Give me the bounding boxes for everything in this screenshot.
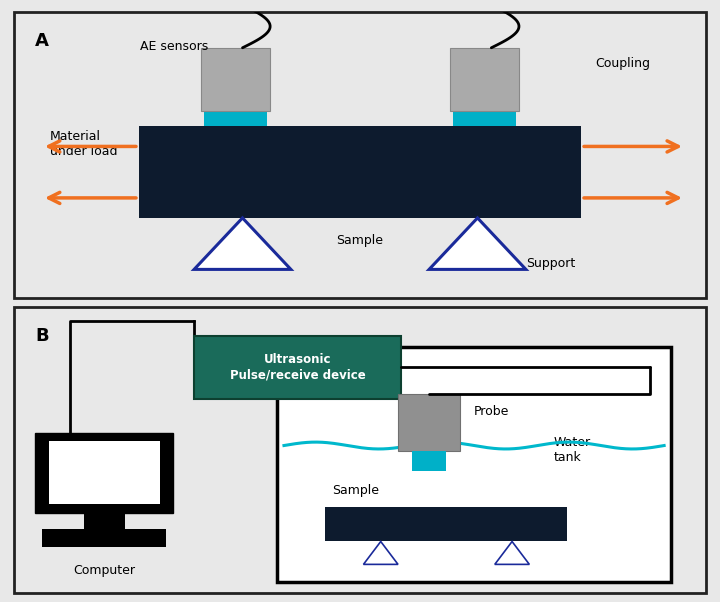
Bar — [277, 347, 671, 582]
Text: Coupling: Coupling — [595, 57, 650, 70]
Bar — [398, 394, 460, 452]
Bar — [325, 507, 567, 542]
Polygon shape — [194, 218, 291, 270]
Bar — [194, 335, 402, 399]
Text: A: A — [35, 32, 49, 50]
Bar — [204, 111, 266, 126]
Text: B: B — [35, 327, 49, 345]
Text: AE sensors: AE sensors — [140, 40, 208, 53]
Bar — [42, 529, 166, 547]
Bar — [49, 441, 160, 504]
Text: Probe: Probe — [474, 405, 510, 418]
Text: Ultrasonic
Pulse/receive device: Ultrasonic Pulse/receive device — [230, 353, 366, 381]
Polygon shape — [364, 542, 398, 565]
Bar — [84, 507, 125, 533]
Text: Material
under load: Material under load — [50, 129, 117, 158]
Text: Computer: Computer — [73, 563, 135, 577]
Text: Water
tank: Water tank — [554, 436, 590, 464]
Text: Sample: Sample — [333, 483, 379, 497]
Bar — [139, 126, 581, 218]
Bar — [454, 111, 516, 126]
Text: Sample: Sample — [336, 234, 384, 247]
Bar — [412, 452, 446, 471]
Text: Support: Support — [526, 257, 575, 270]
Polygon shape — [429, 218, 526, 270]
Bar — [450, 48, 519, 111]
Bar — [35, 433, 174, 513]
Polygon shape — [495, 542, 529, 565]
Bar — [201, 48, 270, 111]
